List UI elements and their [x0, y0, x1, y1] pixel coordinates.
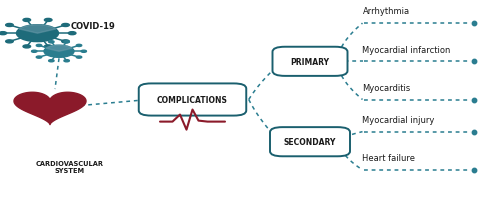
Text: CARDIOVASCULAR
SYSTEM: CARDIOVASCULAR SYSTEM	[36, 160, 104, 173]
Circle shape	[62, 41, 70, 44]
Text: PRIMARY: PRIMARY	[290, 58, 330, 66]
Text: Heart failure: Heart failure	[362, 153, 416, 162]
Circle shape	[0, 32, 6, 36]
Circle shape	[36, 45, 42, 47]
Circle shape	[48, 42, 54, 44]
Circle shape	[36, 57, 42, 59]
Circle shape	[48, 60, 54, 62]
Circle shape	[76, 57, 82, 59]
Text: Myocardial injury: Myocardial injury	[362, 115, 435, 124]
Circle shape	[62, 24, 70, 27]
FancyBboxPatch shape	[270, 128, 350, 156]
Circle shape	[76, 45, 82, 47]
Circle shape	[81, 51, 86, 53]
Circle shape	[44, 46, 74, 58]
Circle shape	[23, 46, 30, 49]
Text: COMPLICATIONS: COMPLICATIONS	[157, 96, 228, 104]
Circle shape	[32, 51, 37, 53]
Circle shape	[64, 42, 70, 44]
Circle shape	[64, 60, 70, 62]
FancyBboxPatch shape	[138, 84, 246, 116]
Circle shape	[6, 24, 13, 27]
Circle shape	[44, 19, 52, 22]
Polygon shape	[14, 93, 86, 125]
FancyBboxPatch shape	[272, 48, 347, 77]
Text: COVID-19: COVID-19	[71, 22, 116, 30]
Wedge shape	[46, 46, 72, 52]
Text: Myocarditis: Myocarditis	[362, 83, 411, 92]
Circle shape	[6, 41, 13, 44]
Text: Arrhythmia: Arrhythmia	[362, 7, 410, 16]
Text: SECONDARY: SECONDARY	[284, 138, 336, 146]
Circle shape	[23, 19, 30, 22]
Text: Myocardial infarction: Myocardial infarction	[362, 45, 451, 54]
Circle shape	[44, 46, 52, 49]
Wedge shape	[20, 26, 56, 34]
Circle shape	[68, 32, 76, 36]
Circle shape	[16, 26, 58, 42]
